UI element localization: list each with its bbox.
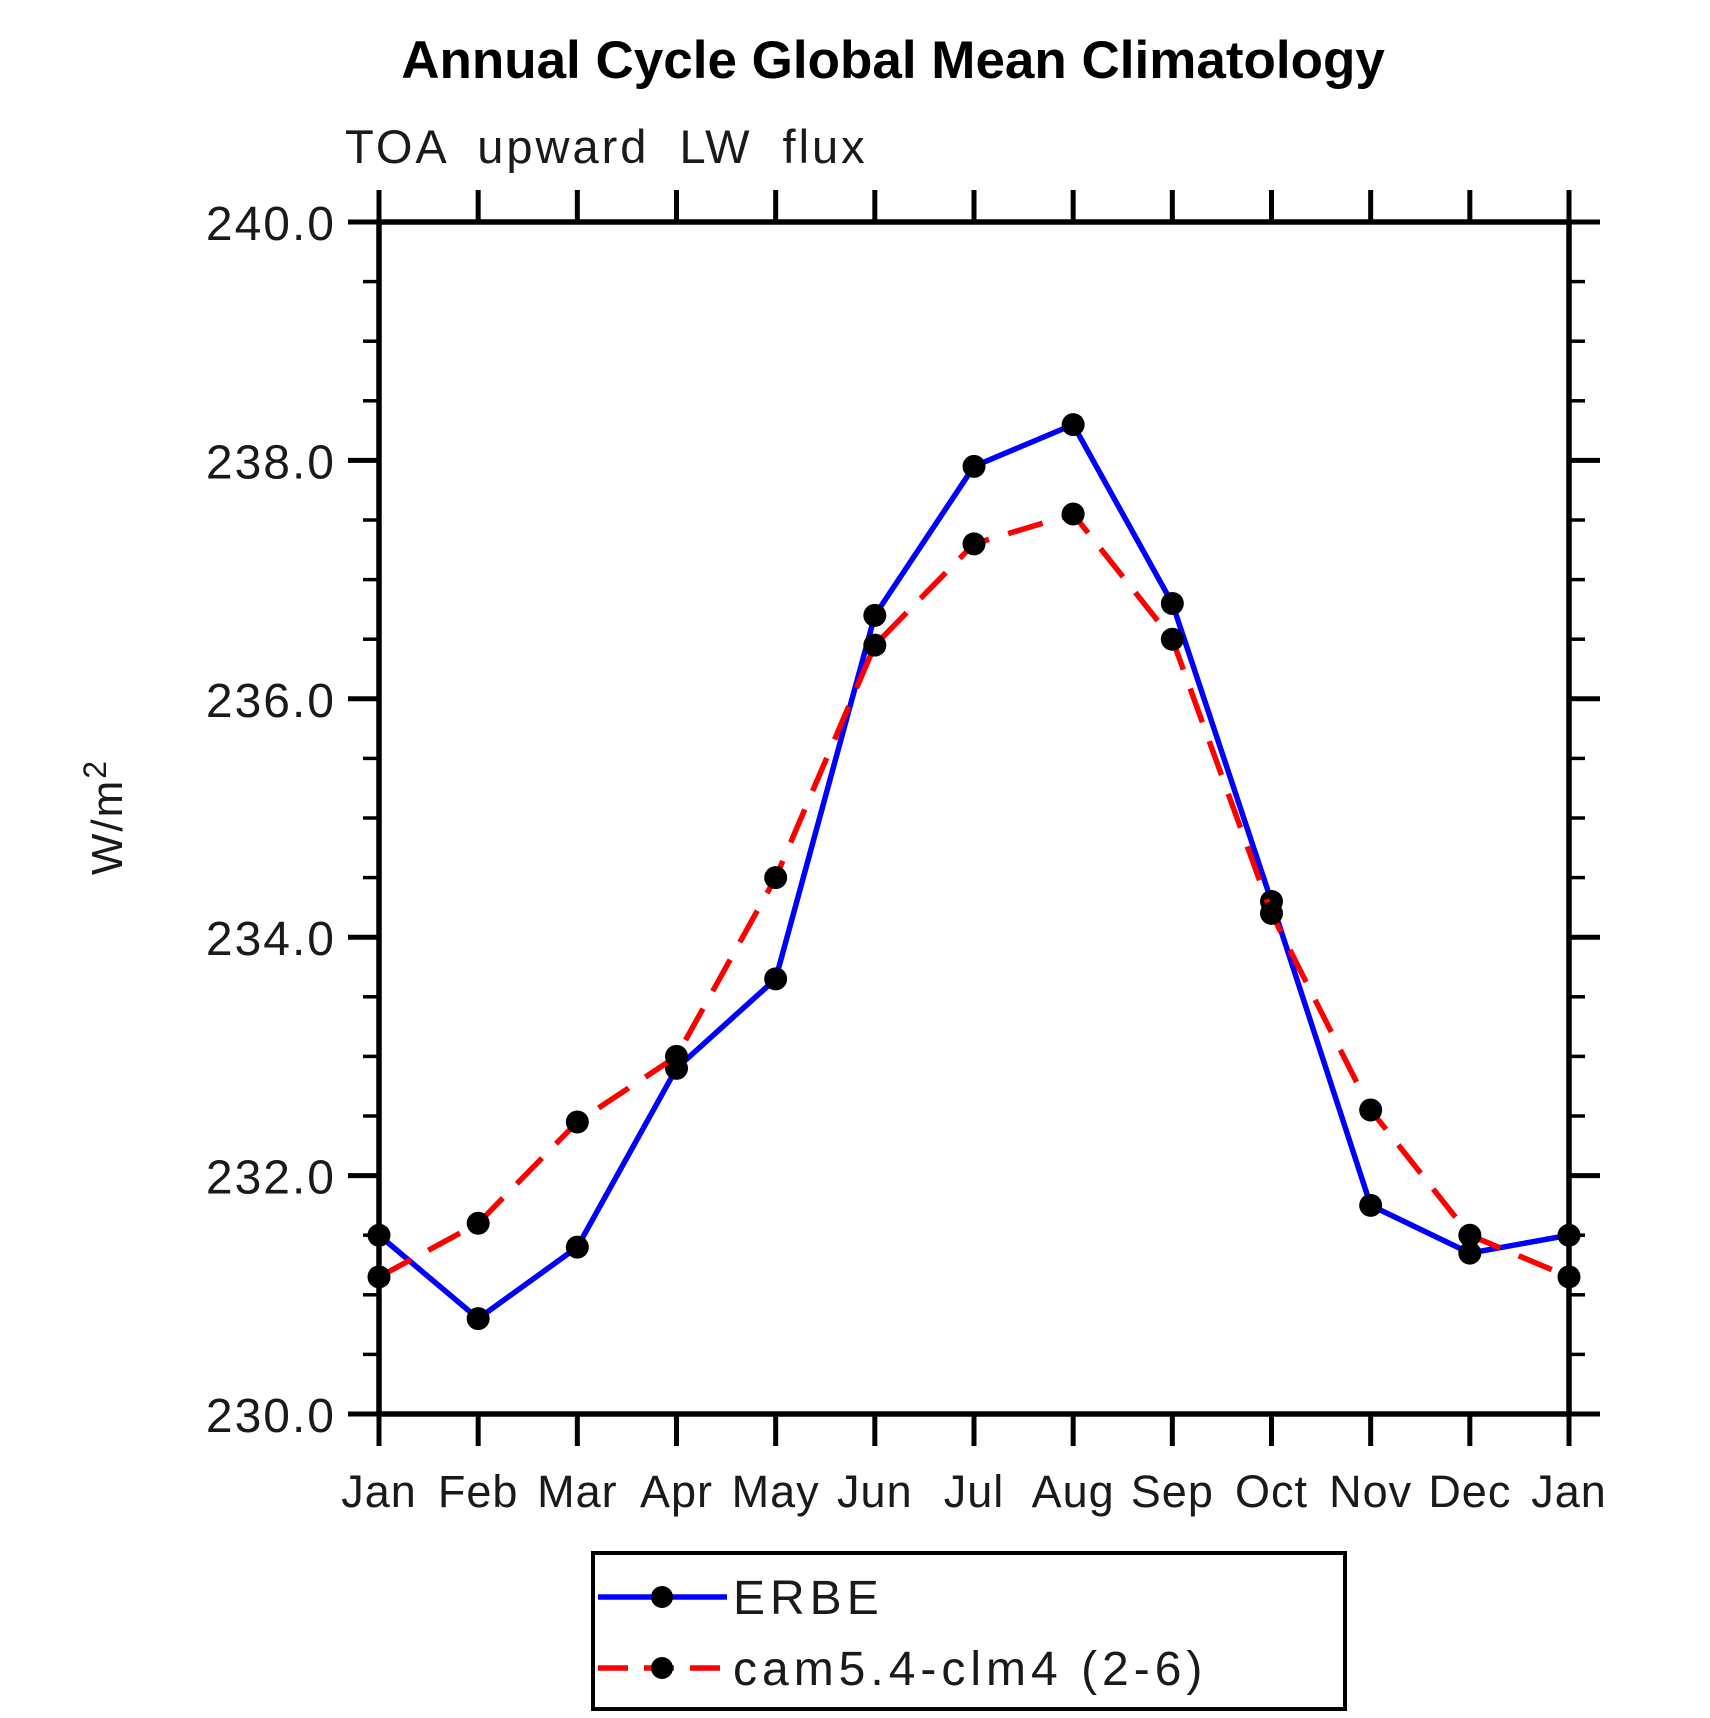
x-axis-tick-label: Apr <box>640 1466 713 1517</box>
plot-frame <box>376 219 1572 1417</box>
chart-title: Annual Cycle Global Mean Climatology <box>401 31 1385 90</box>
y-axis-label-exponent: 2 <box>77 759 113 779</box>
y-axis-label: W/m2 <box>77 759 132 875</box>
x-axis-tick-label: Jun <box>837 1466 913 1517</box>
x-axis-tick-label: Dec <box>1428 1466 1511 1517</box>
legend-label: cam5.4-clm4 (2-6) <box>733 1643 1207 1696</box>
legend-label: ERBE <box>733 1572 884 1625</box>
x-axis-tick-label: Sep <box>1131 1466 1214 1517</box>
data-point-marker <box>466 1307 490 1331</box>
data-point-marker <box>1160 627 1184 651</box>
x-axis-tick-label: Jan <box>341 1466 417 1517</box>
data-point-marker <box>1260 901 1283 925</box>
chart-subtitle: TOA upward LW flux <box>345 120 868 173</box>
x-axis-tick-label: Feb <box>438 1466 519 1517</box>
legend-marker-sample <box>651 1586 673 1608</box>
data-point-marker <box>1359 1193 1383 1217</box>
data-point-marker <box>1359 1098 1383 1122</box>
data-point-marker <box>1458 1241 1482 1265</box>
legend-marker-sample <box>651 1657 673 1679</box>
data-point-marker <box>1458 1223 1482 1247</box>
data-point-marker <box>764 967 788 991</box>
plot-area <box>367 413 1581 1331</box>
data-point-marker <box>665 1044 688 1068</box>
x-axis-tick-label: Mar <box>537 1466 618 1517</box>
data-point-marker <box>863 633 887 657</box>
plot-axes: 230.0 232.0 234.0 236.0 238.0 240.0 Jan Feb Mar A… <box>206 190 1607 1517</box>
data-point-marker <box>367 1223 391 1247</box>
data-point-marker <box>565 1110 589 1134</box>
data-point-marker <box>1557 1223 1581 1247</box>
data-point-marker <box>1160 591 1184 615</box>
x-axis-tick-label: Oct <box>1235 1466 1308 1517</box>
series-line-cam5-4-clm4-2-6- <box>377 510 1571 1280</box>
data-point-marker <box>962 454 986 478</box>
data-point-marker <box>962 532 986 556</box>
data-point-marker <box>764 866 788 890</box>
data-point-marker <box>367 1265 391 1289</box>
data-point-marker <box>863 603 887 627</box>
x-axis-tick-label: Jul <box>944 1466 1005 1517</box>
x-axis-tick-label: Jan <box>1531 1466 1607 1517</box>
data-point-marker <box>565 1235 589 1259</box>
x-axis-tick-label: Aug <box>1032 1466 1115 1517</box>
legend: ERBE cam5.4-clm4 (2-6) <box>591 1551 1347 1711</box>
data-point-marker <box>1557 1265 1581 1289</box>
y-axis-tick-label: 240.0 <box>206 198 336 251</box>
x-axis-tick-label: Nov <box>1329 1466 1412 1517</box>
legend-box <box>591 1551 1347 1711</box>
y-axis-tick-label: 238.0 <box>206 436 336 489</box>
x-axis-tick-label: May <box>732 1466 820 1517</box>
data-point-marker <box>466 1211 490 1235</box>
data-point-marker <box>1061 413 1085 437</box>
y-axis-tick-label: 232.0 <box>206 1152 336 1205</box>
y-axis-label-base: W/m <box>83 779 132 875</box>
series-line-erbe <box>377 421 1570 1323</box>
y-axis-tick-label: 236.0 <box>206 675 336 728</box>
data-point-marker <box>1061 502 1085 526</box>
y-axis-tick-label: 230.0 <box>206 1390 336 1443</box>
y-axis-tick-label: 234.0 <box>206 913 336 966</box>
